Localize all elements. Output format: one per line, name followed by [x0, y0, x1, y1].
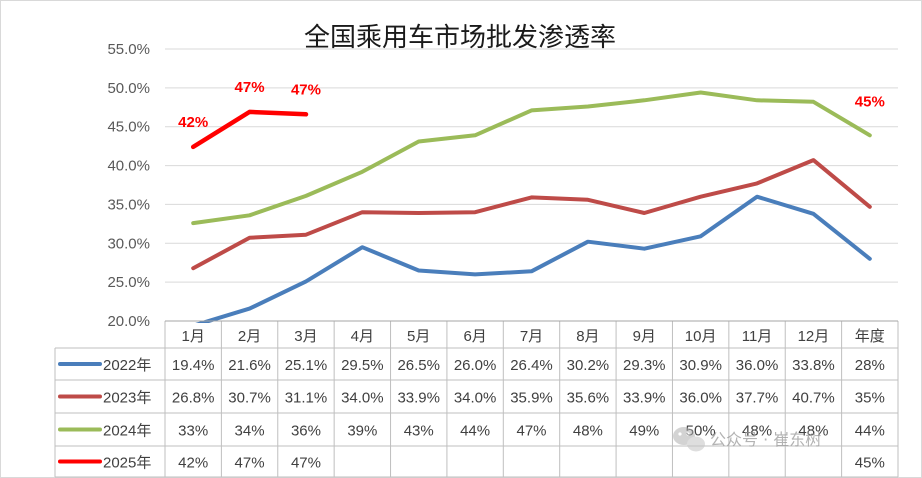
legend-entry: 2022年 — [103, 357, 151, 374]
table-cell: 37.7% — [736, 390, 779, 407]
table-cell: 49% — [629, 423, 659, 440]
table-cell: 36% — [291, 423, 321, 440]
data-label: 47% — [235, 79, 265, 96]
table-cell: 26.4% — [510, 357, 553, 374]
table-cell: 33.9% — [623, 390, 666, 407]
x-tick-label: 10月 — [685, 328, 717, 345]
table-cell: 19.4% — [172, 357, 215, 374]
table-cell: 36.0% — [736, 357, 779, 374]
watermark: 公众号 · 崔东树 — [673, 427, 821, 452]
x-tick-label: 4月 — [351, 328, 374, 345]
table-cell: 26.8% — [172, 390, 215, 407]
x-tick-label: 7月 — [520, 328, 543, 345]
y-tick-label: 20.0% — [107, 313, 150, 330]
series-lines — [190, 90, 872, 323]
table-cell: 34% — [235, 423, 265, 440]
table-cell: 47% — [516, 423, 546, 440]
table-cell: 30.2% — [567, 357, 610, 374]
legend-entry: 2025年 — [103, 455, 151, 472]
table-cell: 39% — [347, 423, 377, 440]
table-cell: 42% — [178, 455, 208, 472]
table-cell: 44% — [460, 423, 490, 440]
x-tick-label: 3月 — [294, 328, 317, 345]
legend-entry: 2023年 — [103, 390, 151, 407]
x-tick-label: 8月 — [576, 328, 599, 345]
y-tick-label: 25.0% — [107, 274, 150, 291]
series-line-2023年 — [191, 158, 872, 271]
data-labels: 42% 47% 47% 45% — [178, 79, 885, 131]
table-cell: 30.7% — [228, 390, 271, 407]
table-cell: 28% — [855, 357, 885, 374]
x-tick-label: 5月 — [407, 328, 430, 345]
legend-entry: 2024年 — [103, 423, 151, 440]
x-tick-label: 9月 — [633, 328, 656, 345]
table-cell: 33% — [178, 423, 208, 440]
table-cell: 48% — [742, 423, 772, 440]
y-tick-label: 45.0% — [107, 119, 150, 136]
table-cell: 33.9% — [397, 390, 440, 407]
x-tick-label: 11月 — [742, 328, 773, 345]
table-cell: 47% — [291, 455, 321, 472]
x-tick-label: 12月 — [798, 328, 830, 345]
table-cell: 26.5% — [397, 357, 440, 374]
series-line-2022年 — [195, 194, 872, 323]
table-cell: 33.8% — [792, 357, 835, 374]
y-tick-label: 40.0% — [107, 158, 150, 175]
x-tick-label: 年度 — [855, 328, 885, 345]
table-cell: 47% — [235, 455, 265, 472]
table-cell: 45% — [855, 455, 885, 472]
table-cell: 40.7% — [792, 390, 835, 407]
table-cell: 44% — [855, 423, 885, 440]
table-cell: 35.9% — [510, 390, 553, 407]
table-cell: 25.1% — [285, 357, 328, 374]
table-cell: 30.9% — [679, 357, 722, 374]
table-cell: 35% — [855, 390, 885, 407]
table-cell: 29.5% — [341, 357, 384, 374]
table-cell: 34.0% — [341, 390, 384, 407]
data-label: 42% — [178, 114, 208, 131]
table-cell: 36.0% — [679, 390, 722, 407]
y-tick-label: 35.0% — [107, 196, 150, 213]
data-label: 45% — [855, 94, 885, 111]
chart-title: 全国乘用车市场批发渗透率 — [304, 23, 616, 53]
table-cell: 31.1% — [285, 390, 328, 407]
series-line-2025年 — [190, 109, 309, 150]
watermark-text: 公众号 · 崔东树 — [710, 430, 821, 449]
table-cell: 48% — [573, 423, 603, 440]
y-tick-label: 55.0% — [107, 41, 150, 58]
x-tick-label: 1月 — [182, 328, 205, 345]
table-cell: 29.3% — [623, 357, 666, 374]
y-tick-label: 50.0% — [107, 80, 150, 97]
y-axis-ticks: 20.0% 25.0% 30.0% 35.0% 40.0% 45.0% 50.0% 55.0% — [107, 41, 150, 330]
table-cell: 35.6% — [567, 390, 610, 407]
x-tick-label: 2月 — [238, 328, 261, 345]
data-label: 47% — [291, 81, 321, 98]
table-cell: 43% — [404, 423, 434, 440]
wechat-icon — [673, 427, 705, 452]
table-cell: 21.6% — [228, 357, 271, 374]
table-cell: 48% — [798, 423, 828, 440]
series-line-2024年 — [191, 90, 872, 226]
x-tick-label: 6月 — [463, 328, 486, 345]
table-cell: 26.0% — [454, 357, 497, 374]
y-tick-label: 30.0% — [107, 235, 150, 252]
table-cell: 34.0% — [454, 390, 497, 407]
